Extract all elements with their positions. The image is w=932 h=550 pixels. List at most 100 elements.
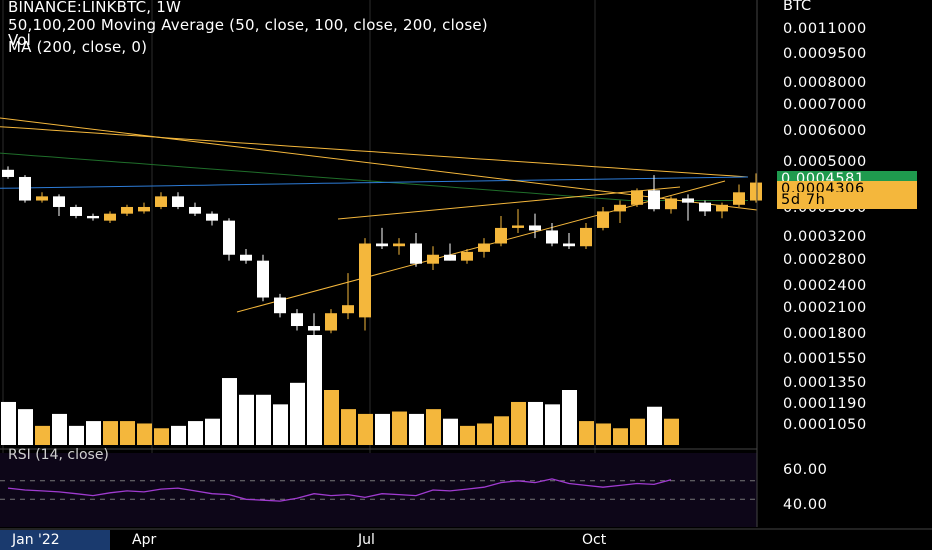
rsi-panel <box>0 453 757 527</box>
volume-bar <box>409 413 424 445</box>
candle-body <box>478 243 490 252</box>
price-axis-label: 0.0003200 <box>783 229 867 246</box>
candle-body <box>597 211 609 228</box>
time-label-oct: Oct <box>582 532 607 548</box>
axis-lines <box>0 0 932 530</box>
trendline-descending <box>0 117 758 211</box>
volume-bar <box>562 390 577 445</box>
volume-bar <box>545 404 560 445</box>
volume-bar <box>222 378 237 445</box>
candle-body <box>206 213 218 221</box>
volume-bar <box>528 401 543 445</box>
volume-bar <box>477 423 492 445</box>
price-axis-label: 0.0001800 <box>783 326 867 343</box>
symbol-title: BINANCE:LINKBTC, 1W <box>8 0 182 16</box>
rsi-axis-40: 40.00 <box>783 497 828 513</box>
candle-body <box>325 313 337 331</box>
ma200-line <box>0 126 749 178</box>
candles <box>2 166 762 336</box>
ma50-line <box>0 176 749 189</box>
price-axis-label: 0.0002800 <box>783 251 867 268</box>
volume-bar <box>392 411 407 445</box>
candle-body <box>376 243 388 247</box>
candle-body <box>580 227 592 247</box>
volume-bar <box>341 409 356 445</box>
candle-body <box>546 230 558 244</box>
time-label-jan: Jan '22 <box>12 532 60 548</box>
candle-body <box>36 196 48 201</box>
volume-bar <box>358 413 373 445</box>
candle-body <box>19 176 31 201</box>
candle-body <box>427 254 439 264</box>
volume-bar <box>494 416 509 445</box>
volume-bar <box>324 390 339 445</box>
price-axis-label: 0.0008000 <box>783 74 867 91</box>
volume-legend[interactable]: Vol <box>8 31 32 49</box>
candle-body <box>2 169 14 177</box>
candle-body <box>410 243 422 264</box>
candle-body <box>291 313 303 327</box>
volume-bar <box>579 421 594 445</box>
candle-body <box>189 206 201 214</box>
candle-body <box>614 204 626 212</box>
volume-bar <box>460 425 475 445</box>
currency-label: BTC <box>783 0 812 14</box>
ma-legend[interactable]: 50,100,200 Moving Average (50, close, 10… <box>8 16 488 34</box>
trendline-ascending-upper <box>337 186 681 220</box>
candle-body <box>308 326 320 331</box>
time-label-jul: Jul <box>358 532 375 548</box>
price-axis-label: 0.0006000 <box>783 123 867 140</box>
volume-bar <box>307 335 322 445</box>
volume-bar <box>426 409 441 445</box>
volume-bar <box>52 413 67 445</box>
candle-body <box>563 243 575 247</box>
price-axis-label: 0.0001550 <box>783 351 867 368</box>
volume-bar <box>596 423 611 445</box>
candle-body <box>138 206 150 212</box>
candle-body <box>223 220 235 255</box>
volume-bar <box>103 421 118 445</box>
volume-bar <box>137 423 152 445</box>
volume-bar <box>511 401 526 445</box>
candle-body <box>172 196 184 207</box>
candle-body <box>699 202 711 212</box>
rsi-axis-60: 60.00 <box>783 462 828 478</box>
volume-bar <box>443 418 458 445</box>
volume-bar <box>205 418 220 445</box>
candle-body <box>648 190 660 210</box>
candle-body <box>461 251 473 261</box>
volume-bar <box>69 425 84 445</box>
volume-bar <box>630 418 645 445</box>
candle-body <box>342 305 354 314</box>
price-axis-label: 0.0002100 <box>783 300 867 317</box>
candle-body <box>87 215 99 219</box>
price-axis-label: 0.0007000 <box>783 97 867 114</box>
rsi-line <box>7 478 672 502</box>
candle-body <box>53 196 65 207</box>
volume-bar <box>171 425 186 445</box>
volume-bars <box>1 335 679 445</box>
rsi-legend[interactable]: RSI (14, close) <box>8 447 109 463</box>
candle-body <box>393 243 405 247</box>
volume-bar <box>375 413 390 445</box>
price-axis-label: 0.0009500 <box>783 45 867 62</box>
candle-body <box>121 206 133 214</box>
candle-body <box>240 254 252 261</box>
countdown-tag: 5d 7h <box>777 192 917 209</box>
time-label-apr: Apr <box>132 532 157 548</box>
volume-bar <box>256 394 271 445</box>
candle-body <box>733 192 745 205</box>
ma-volume-legend[interactable]: MA (200, close, 0) <box>8 38 148 56</box>
volume-bar <box>664 418 679 445</box>
volume-bar <box>18 409 33 445</box>
ma100-line <box>0 152 748 201</box>
candle-body <box>665 198 677 210</box>
volume-bar <box>86 421 101 445</box>
volume-bar <box>154 428 169 445</box>
volume-bar <box>647 406 662 445</box>
candle-body <box>529 225 541 231</box>
volume-bar <box>239 394 254 445</box>
candle-body <box>444 254 456 261</box>
candle-body <box>155 196 167 207</box>
